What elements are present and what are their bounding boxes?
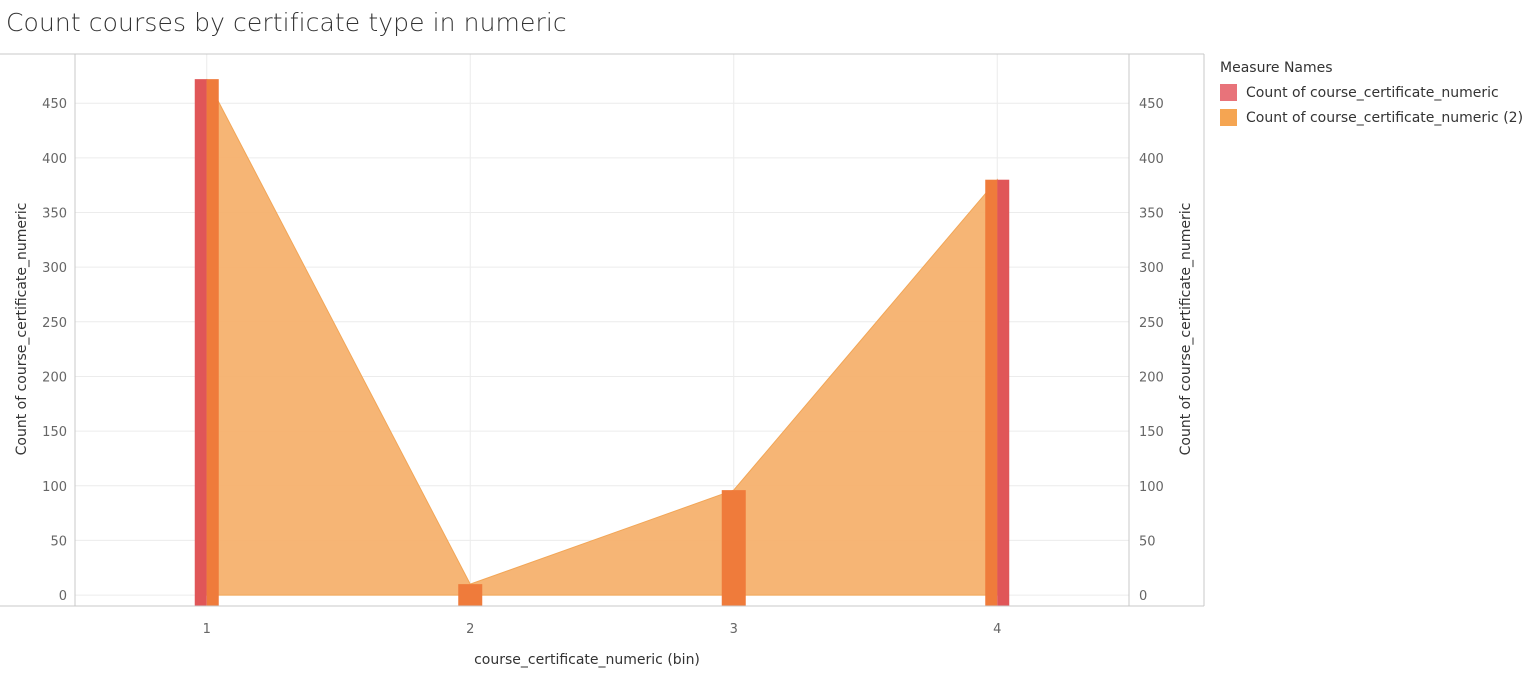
legend-item[interactable]: Count of course_certificate_numeric <box>1220 80 1523 105</box>
x-tick-label: 3 <box>730 622 738 637</box>
bar-series <box>194 79 1010 606</box>
legend-item[interactable]: Count of course_certificate_numeric (2) <box>1220 105 1523 130</box>
y-axis-title-left: Count of course_certificate_numeric <box>14 203 30 456</box>
tick-labels: 0 0 50 50 100 100 150 150 200 200 250 250 300 300 350 3… <box>42 97 1164 637</box>
x-axis-title: course_certificate_numeric (bin) <box>474 652 700 668</box>
y-tick-label-left: 200 <box>42 370 67 385</box>
x-tick-label: 4 <box>993 622 1001 637</box>
plot-frame <box>0 53 1205 607</box>
legend-swatch <box>1220 84 1237 101</box>
y-axis-title-right: Count of course_certificate_numeric <box>1178 203 1194 456</box>
y-tick-label-left: 350 <box>42 206 67 221</box>
y-tick-label-left: 300 <box>42 261 67 276</box>
area-shape <box>206 78 998 596</box>
y-tick-label-left: 250 <box>42 316 67 331</box>
y-tick-label-right: 200 <box>1139 370 1164 385</box>
y-tick-label-right: 350 <box>1139 206 1164 221</box>
bar-series-1[interactable] <box>194 79 207 606</box>
legend-label: Count of course_certificate_numeric <box>1246 84 1499 101</box>
y-tick-label-right: 0 <box>1139 589 1147 604</box>
y-tick-label-right: 100 <box>1139 480 1164 495</box>
bar-series-1[interactable] <box>997 179 1010 606</box>
bar-series-2[interactable] <box>458 584 483 606</box>
y-tick-label-right: 300 <box>1139 261 1164 276</box>
y-tick-label-left: 450 <box>42 97 67 112</box>
y-tick-label-left: 150 <box>42 425 67 440</box>
area-series <box>206 78 998 596</box>
y-tick-label-right: 150 <box>1139 425 1164 440</box>
x-tick-label: 2 <box>466 622 474 637</box>
legend: Measure Names Count of course_certificat… <box>1220 60 1523 130</box>
y-tick-label-right: 450 <box>1139 97 1164 112</box>
bar-series-2[interactable] <box>206 79 219 606</box>
bar-series-2[interactable] <box>721 490 746 606</box>
chart-title: Count courses by certificate type in num… <box>6 8 567 37</box>
x-tick-label: 1 <box>203 622 211 637</box>
y-tick-label-right: 250 <box>1139 316 1164 331</box>
bar-series-2[interactable] <box>985 179 998 606</box>
y-tick-label-left: 100 <box>42 480 67 495</box>
legend-swatch <box>1220 109 1237 126</box>
y-tick-label-left: 400 <box>42 152 67 167</box>
legend-title: Measure Names <box>1220 60 1333 76</box>
legend-label: Count of course_certificate_numeric (2) <box>1246 109 1524 126</box>
y-tick-label-right: 400 <box>1139 152 1164 167</box>
y-tick-label-left: 0 <box>59 589 67 604</box>
y-tick-label-right: 50 <box>1139 534 1156 549</box>
y-tick-label-left: 50 <box>50 534 67 549</box>
